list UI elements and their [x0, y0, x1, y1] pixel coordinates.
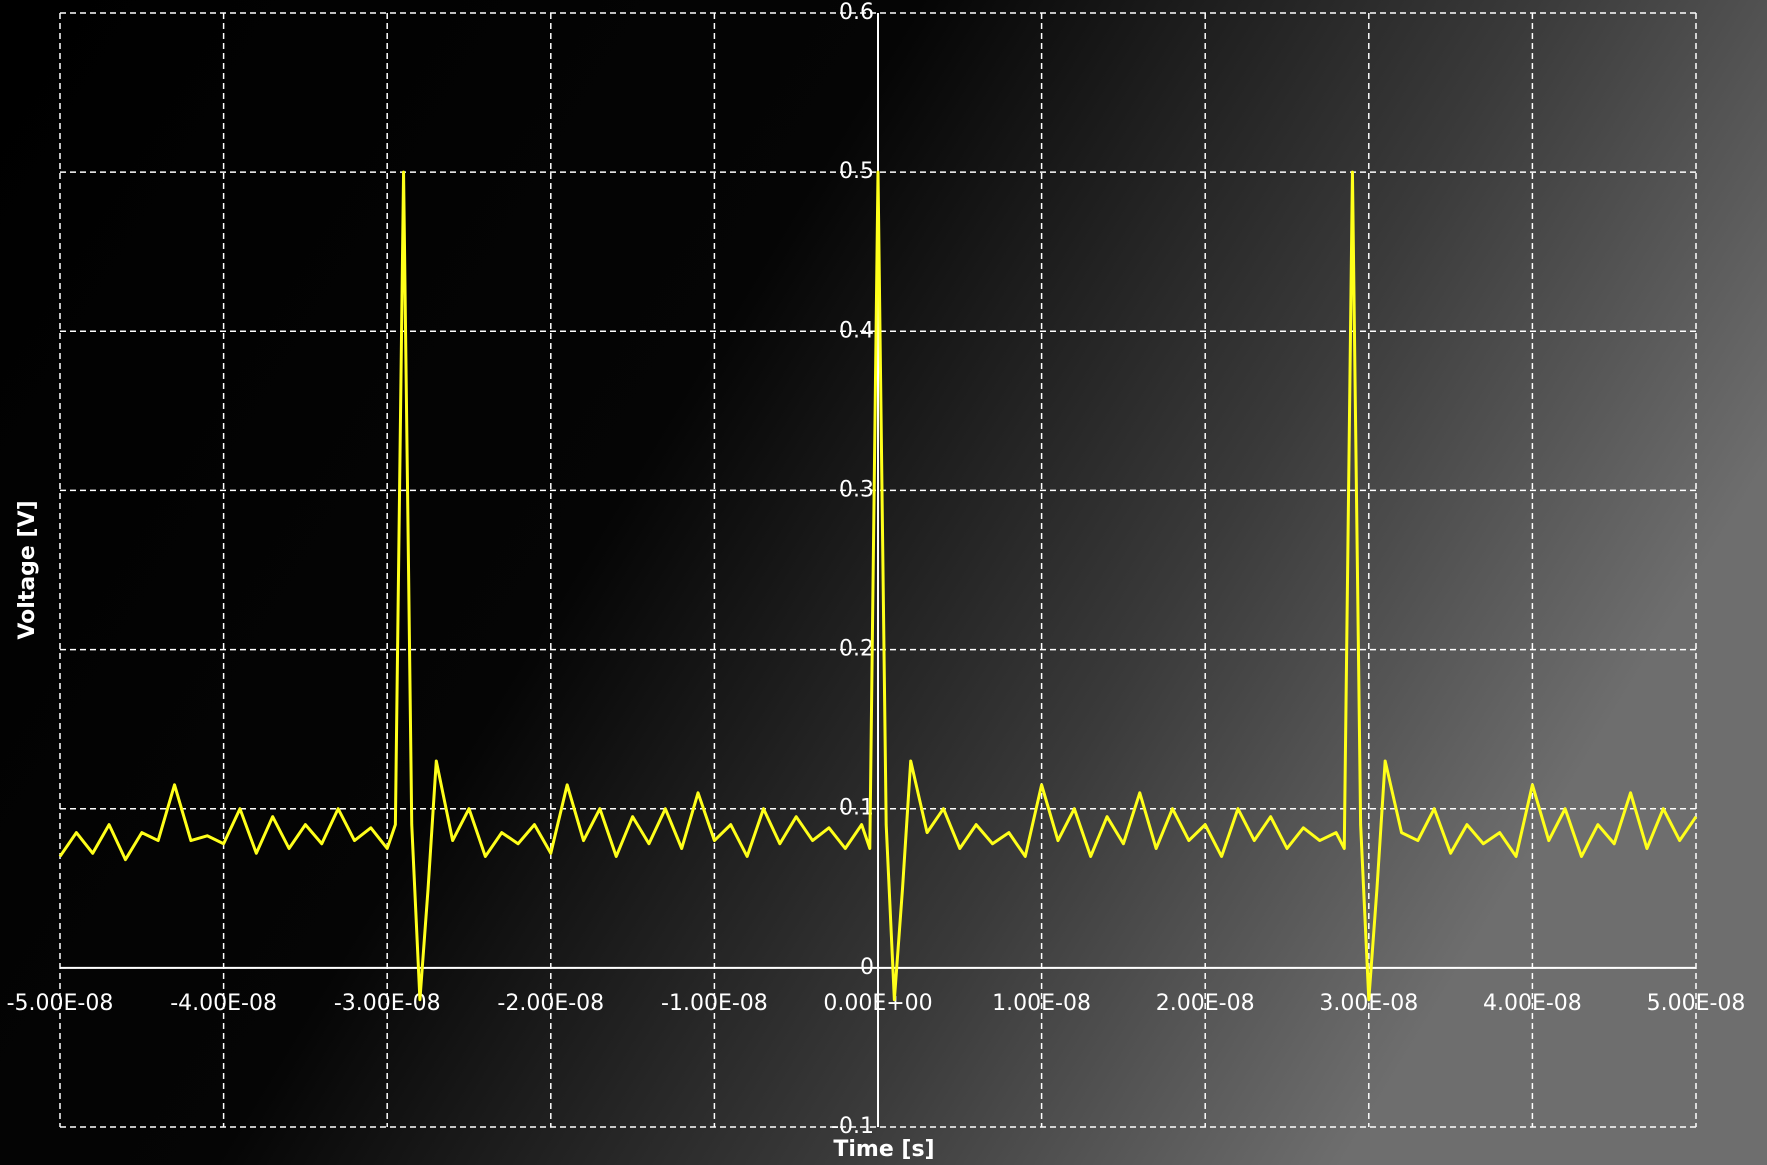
y-axis-label: Voltage [V] [15, 500, 40, 639]
page: Time [s] Voltage [V] -5.00E-08 -4.00E-08 -… [0, 0, 1767, 1165]
x-tick-label: 5.00E-08 [1647, 991, 1746, 1016]
chart: Time [s] Voltage [V] -5.00E-08 -4.00E-08 -… [0, 0, 1767, 1165]
x-tick-label: -2.00E-08 [497, 991, 604, 1016]
y-tick-label: 0.6 [839, 0, 874, 25]
x-axis-label: Time [s] [833, 1137, 934, 1162]
y-tick-label: 0.5 [839, 159, 874, 184]
x-tick-label: -4.00E-08 [170, 991, 277, 1016]
y-tick-label: 0.2 [839, 637, 874, 662]
x-tick-label: -3.00E-08 [334, 991, 441, 1016]
y-tick-label: 0.4 [839, 318, 874, 343]
x-tick-label: 2.00E-08 [1156, 991, 1255, 1016]
y-tick-label: 0.3 [839, 477, 874, 502]
y-tick-label: -0.1 [831, 1114, 874, 1139]
x-tick-label: -5.00E-08 [7, 991, 114, 1016]
x-tick-label: 1.00E-08 [992, 991, 1091, 1016]
x-tick-label: -1.00E-08 [661, 991, 768, 1016]
x-tick-label: 4.00E-08 [1483, 991, 1582, 1016]
